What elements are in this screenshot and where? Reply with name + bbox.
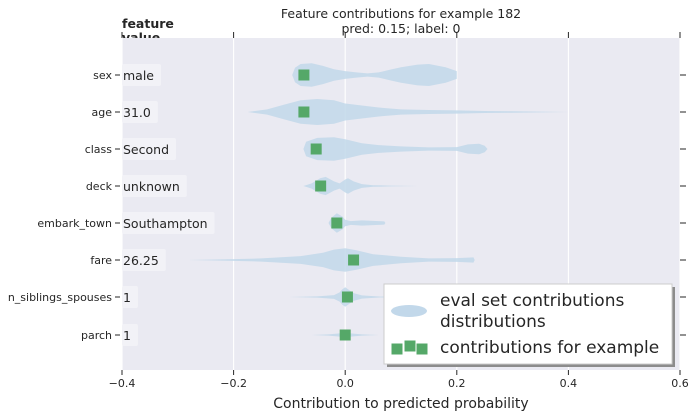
feature-value-label: 1	[123, 328, 131, 343]
legend-label-example: contributions for example	[440, 338, 659, 358]
feature-value-label: Second	[123, 142, 169, 157]
feature-value-label: 31.0	[123, 105, 151, 120]
violin-sex	[292, 63, 457, 87]
feature-value-label: Southampton	[123, 216, 208, 231]
feature-name-label: fare	[90, 254, 112, 267]
x-tick-label: −0.4	[109, 377, 136, 390]
feature-name-label: age	[92, 106, 113, 119]
feature-row-deck: deck unknown	[86, 175, 187, 197]
contribution-marker-parch	[339, 329, 351, 341]
x-axis-label: Contribution to predicted probability	[273, 396, 528, 412]
feature-row-n_siblings_spouses: n_siblings_spouses 1	[8, 286, 138, 308]
violin-deck	[303, 176, 418, 196]
feature-value-box	[122, 324, 138, 346]
contribution-marker-sex	[298, 69, 310, 81]
feature-name-label: deck	[86, 180, 113, 193]
feature-name-label: n_siblings_spouses	[8, 291, 112, 304]
chart-title: Feature contributions for example 182	[281, 6, 521, 21]
feature-name-label: parch	[81, 329, 112, 342]
contribution-marker-age	[298, 106, 310, 118]
feature-row-fare: fare 26.25	[90, 249, 166, 271]
contribution-marker-n_siblings_spouses	[341, 291, 353, 303]
legend-marker-swatch	[404, 340, 416, 352]
violin-age	[247, 99, 569, 125]
feature-value-box	[122, 64, 161, 86]
legend-marker-swatch	[416, 343, 428, 355]
x-tick-label: 0.0	[336, 377, 354, 390]
legend-box	[383, 283, 673, 365]
chart-subtitle: pred: 0.15; label: 0	[342, 21, 461, 36]
feature-name-label: embark_town	[37, 217, 112, 230]
feature-row-embark_town: embark_town Southampton	[37, 212, 215, 234]
violin-fare	[189, 248, 475, 272]
feature-row-sex: sex male	[93, 64, 161, 86]
contribution-marker-embark_town	[331, 217, 343, 229]
legend-violin-swatch	[391, 305, 427, 317]
feature-value-box	[122, 175, 187, 197]
feature-value-box	[122, 101, 158, 123]
violin-class	[303, 137, 488, 161]
contribution-marker-fare	[348, 254, 360, 266]
feature-name-label: class	[85, 143, 113, 156]
feature-value-box	[122, 249, 166, 271]
feature-value-label: male	[123, 68, 154, 83]
feature-value-box	[122, 286, 138, 308]
feature-row-age: age 31.0	[92, 101, 158, 123]
x-tick-label: 0.4	[560, 377, 578, 390]
feature-value-box	[122, 212, 215, 234]
feature-name-label: sex	[93, 69, 112, 82]
x-tick-label: −0.2	[220, 377, 247, 390]
legend-label-distribution: eval set contributions distributions	[440, 291, 624, 332]
contribution-marker-deck	[315, 180, 327, 192]
violin-embark_town	[328, 213, 386, 233]
feature-value-label: 1	[123, 290, 131, 305]
feature-value-box	[122, 138, 177, 160]
feature-value-label: 26.25	[123, 253, 159, 268]
feature-row-parch: parch 1	[81, 324, 138, 346]
x-tick-label: 0.2	[448, 377, 466, 390]
feature-value-label: unknown	[123, 179, 180, 194]
x-tick-label: 0.6	[671, 377, 689, 390]
contribution-marker-class	[310, 143, 322, 155]
legend-marker-swatch	[391, 343, 403, 355]
feature-row-class: class Second	[85, 138, 177, 160]
